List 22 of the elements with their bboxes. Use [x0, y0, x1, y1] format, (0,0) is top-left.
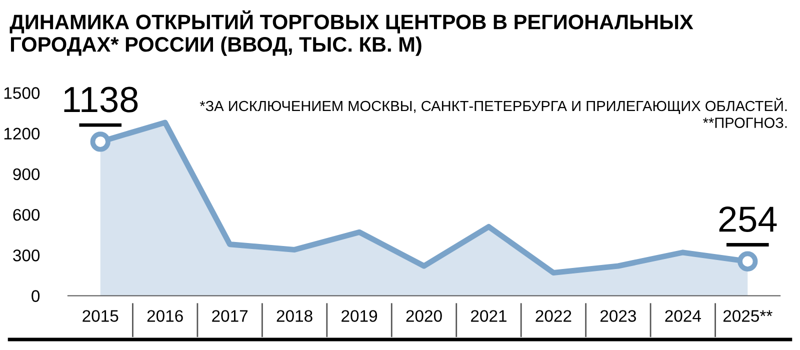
x-tick-label: 2025**	[723, 310, 772, 322]
x-tick-label: 2023	[600, 310, 636, 322]
chart-title: ДИНАМИКА ОТКРЫТИЙ ТОРГОВЫХ ЦЕНТРОВ В РЕГИОНАЛЬНЫХ ГОРОДАХ* РОССИИ (ВВОД, ТЫС. КВ. М)	[10, 10, 694, 56]
y-tick-label: 1500	[4, 87, 40, 99]
data-label: 254	[719, 206, 777, 232]
x-tick-label: 2015	[82, 310, 118, 322]
x-tick-label: 2016	[147, 310, 183, 322]
y-tick-label: 600	[13, 208, 40, 221]
x-tick-label: 2021	[471, 310, 506, 322]
y-tick-label: 300	[13, 250, 40, 262]
x-tick-label: 2020	[406, 310, 442, 322]
annotation: **ПРОГНОЗ.	[703, 118, 787, 128]
y-tick-label: 900	[13, 168, 40, 180]
annotation: *ЗА ИСКЛЮЧЕНИЕМ МОСКВЫ, САНКТ-ПЕТЕРБУРГА И ПРИЛЕГАЮЩИХ ОБЛАСТЕЙ.	[200, 98, 787, 114]
x-tick-label: 2024	[665, 310, 701, 322]
y-tick-label: 1200	[4, 128, 40, 140]
data-label: 1138	[64, 86, 138, 112]
x-tick-label: 2019	[342, 310, 378, 322]
x-tick-label: 2017	[212, 310, 248, 322]
y-tick-label: 0	[32, 290, 40, 302]
x-tick-label: 2022	[536, 310, 572, 322]
x-tick-label: 2018	[276, 310, 312, 322]
